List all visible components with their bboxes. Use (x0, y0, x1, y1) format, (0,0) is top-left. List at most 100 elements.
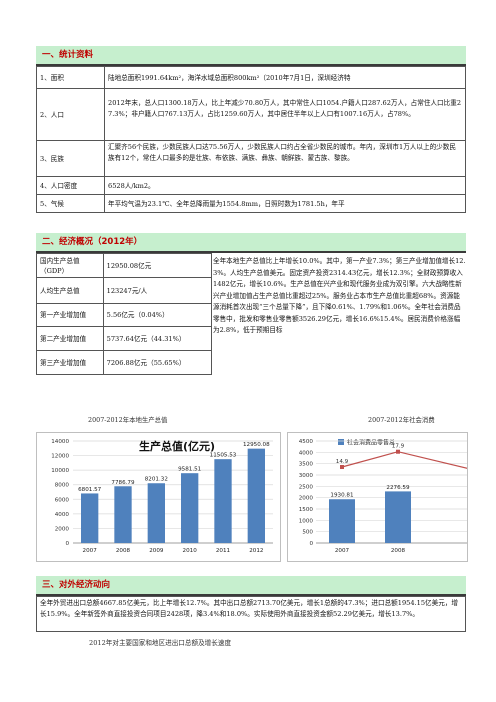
gdp-chart: 0 2000 4000 6000 8000 10000 12000 14000 6801.57 2… (36, 432, 281, 562)
economy-value: 7206.88亿元（55.65%） (102, 350, 213, 375)
economy-row: 国内生产总值（GDP） 12950.08亿元 (36, 253, 213, 278)
foreign-trade-summary: 全年外贸进出口总额4667.85亿美元，比上年增长12.7%。其中出口总额271… (40, 599, 459, 618)
retail-chart-caption: 2007-2012年社会消费 (368, 416, 435, 424)
section-1-title: 一、统计资料 (42, 50, 94, 60)
economy-label: 人均生产总值 (36, 277, 104, 304)
retail-data-label: 2276.59 (386, 485, 410, 491)
stat-label-ethnicity: 3、民族 (36, 140, 105, 177)
gdp-bar (81, 493, 99, 543)
stat-row-density: 4、人口密度 6528人/km2。 (36, 176, 466, 195)
gdp-x-tick-label: 2012 (249, 548, 263, 554)
retail-bar (329, 499, 355, 543)
retail-growth-label: 17.9 (392, 444, 405, 450)
section-3-title: 三、对外经济动向 (42, 580, 111, 590)
retail-y-tick-label: 2500 (299, 484, 314, 490)
economy-value: 5.56亿元（0.04%） (102, 303, 213, 327)
economy-value: 5737.64亿元（44.31%） (102, 326, 213, 351)
gdp-y-tick-label: 8000 (55, 483, 70, 489)
section-2-title: 二、经济概况（2012年） (42, 237, 143, 247)
stat-row-area: 1、面积 陆地总面积1991.64km²，海洋水域总面积800km²（2010年… (36, 66, 466, 89)
gdp-y-tick-label: 2000 (55, 526, 70, 532)
retail-growth-point (340, 465, 344, 470)
economy-label: 第三产业增加值 (36, 350, 104, 375)
gdp-x-tick-label: 2010 (183, 548, 198, 554)
retail-data-label: 1930.81 (330, 493, 354, 499)
retail-y-tick-label: 0 (309, 541, 313, 547)
retail-x-tick-label: 2007 (335, 548, 350, 554)
gdp-x-tick-label: 2011 (216, 548, 231, 554)
stat-row-ethnicity: 3、民族 汇聚齐56个民族，少数民族人口达75.56万人，少数民族人口约占全省少… (36, 140, 466, 177)
economy-row: 第三产业增加值 7206.88亿元（55.65%） (36, 350, 213, 375)
stat-value-density: 6528人/km2。 (104, 176, 466, 195)
gdp-y-tick-label: 10000 (51, 468, 69, 474)
economy-label: 第一产业增加值 (36, 303, 104, 327)
economy-row: 第二产业增加值 5737.64亿元（44.31%） (36, 326, 213, 351)
retail-y-tick-label: 500 (302, 530, 313, 536)
gdp-data-label: 6801.57 (78, 487, 102, 493)
retail-y-tick-label: 3500 (299, 462, 314, 468)
gdp-bar (214, 459, 232, 543)
retail-bar (385, 491, 411, 543)
foreign-trade-box: 全年外贸进出口总额4667.85亿美元，比上年增长12.7%。其中出口总额271… (36, 596, 466, 632)
economy-table: 国内生产总值（GDP） 12950.08亿元 人均生产总值 123247元/人 … (36, 253, 213, 375)
stat-label-population: 2、人口 (36, 88, 105, 141)
gdp-data-label: 11505.53 (210, 453, 237, 459)
gdp-chart-caption: 2007-2012年本地生产总值 (88, 416, 168, 424)
retail-y-tick-label: 4000 (299, 450, 314, 456)
economy-row: 第一产业增加值 5.56亿元（0.04%） (36, 303, 213, 327)
retail-x-tick-label: 2008 (391, 548, 406, 554)
stat-row-climate: 5、气候 年平均气温为23.1℃、全年总降雨量为1554.8mm，日照时数为17… (36, 194, 466, 213)
section-2-divider (36, 251, 466, 253)
stat-value-population: 2012年末，总人口1300.18万人，比上年减少70.80万人，其中常住人口1… (104, 88, 466, 141)
statistics-table: 1、面积 陆地总面积1991.64km²，海洋水域总面积800km²（2010年… (36, 66, 466, 213)
gdp-x-tick-label: 2007 (83, 548, 98, 554)
gdp-y-tick-label: 6000 (55, 497, 70, 503)
stat-label-density: 4、人口密度 (36, 176, 105, 195)
stat-row-population: 2、人口 2012年末，总人口1300.18万人，比上年减少70.80万人，其中… (36, 88, 466, 141)
section-1-divider (36, 64, 466, 66)
retail-legend-swatch (338, 439, 344, 445)
gdp-bar (181, 473, 199, 543)
retail-y-tick-label: 4500 (299, 439, 314, 445)
retail-y-tick-label: 3000 (299, 473, 314, 479)
gdp-bar (114, 486, 132, 543)
stat-value-area: 陆地总面积1991.64km²，海洋水域总面积800km²（2010年7月1日，… (104, 66, 466, 89)
gdp-data-label: 8201.32 (145, 477, 168, 483)
gdp-y-tick-label: 4000 (55, 512, 70, 518)
economy-value: 12950.08亿元 (102, 253, 213, 278)
gdp-chart-svg: 0 2000 4000 6000 8000 10000 12000 14000 6801.57 2… (51, 439, 273, 554)
gdp-y-tick-label: 0 (65, 541, 69, 547)
economy-label: 第二产业增加值 (36, 326, 104, 351)
gdp-x-tick-label: 2008 (116, 548, 131, 554)
gdp-y-tick-label: 12000 (51, 454, 69, 460)
stat-value-climate: 年平均气温为23.1℃、全年总降雨量为1554.8mm，日照时数为1781.5h… (104, 194, 466, 213)
retail-y-tick-label: 1000 (299, 518, 314, 524)
gdp-bar (247, 448, 265, 543)
stat-label-area: 1、面积 (36, 66, 105, 89)
gdp-y-tick-label: 14000 (51, 439, 69, 445)
gdp-data-label: 9581.51 (178, 467, 202, 473)
stat-label-climate: 5、气候 (36, 194, 105, 213)
retail-chart-svg: 社会消费品零售总 0 500 1000 1500 2000 2500 3000 3500 400… (299, 439, 467, 554)
stat-value-ethnicity: 汇聚齐56个民族，少数民族人口达75.56万人，少数民族人口约占全省少数民的城市… (104, 140, 466, 177)
retail-growth-point (396, 449, 400, 454)
section-1-header: 一、统计资料 (36, 46, 466, 64)
gdp-x-tick-label: 2009 (149, 548, 164, 554)
retail-y-tick-label: 2000 (299, 496, 314, 502)
economy-row: 人均生产总值 123247元/人 (36, 277, 213, 304)
retail-y-tick-label: 1500 (299, 507, 314, 513)
economy-summary: 全年本地生产总值比上年增长10.0%。其中，第一产业7.3%；第三产业增加值增长… (213, 257, 466, 334)
retail-growth-label: 14.9 (336, 459, 349, 465)
trade-chart-caption: 2012年对主要国家和地区进出口总额及增长速度 (89, 639, 232, 647)
gdp-data-label: 7786.79 (111, 480, 135, 486)
section-2-header: 二、经济概况（2012年） (36, 233, 466, 251)
retail-legend-label: 社会消费品零售总 (347, 439, 395, 447)
retail-chart: 社会消费品零售总 0 500 1000 1500 2000 2500 3000 3500 400… (287, 432, 468, 562)
gdp-data-label: 12950.08 (243, 442, 270, 448)
section-3-divider (36, 594, 466, 596)
gdp-bar (147, 483, 165, 543)
section-3-header: 三、对外经济动向 (36, 576, 466, 594)
gdp-chart-title: 生产总值(亿元) (139, 439, 215, 453)
economy-value: 123247元/人 (102, 277, 213, 304)
economy-label: 国内生产总值（GDP） (36, 253, 104, 278)
